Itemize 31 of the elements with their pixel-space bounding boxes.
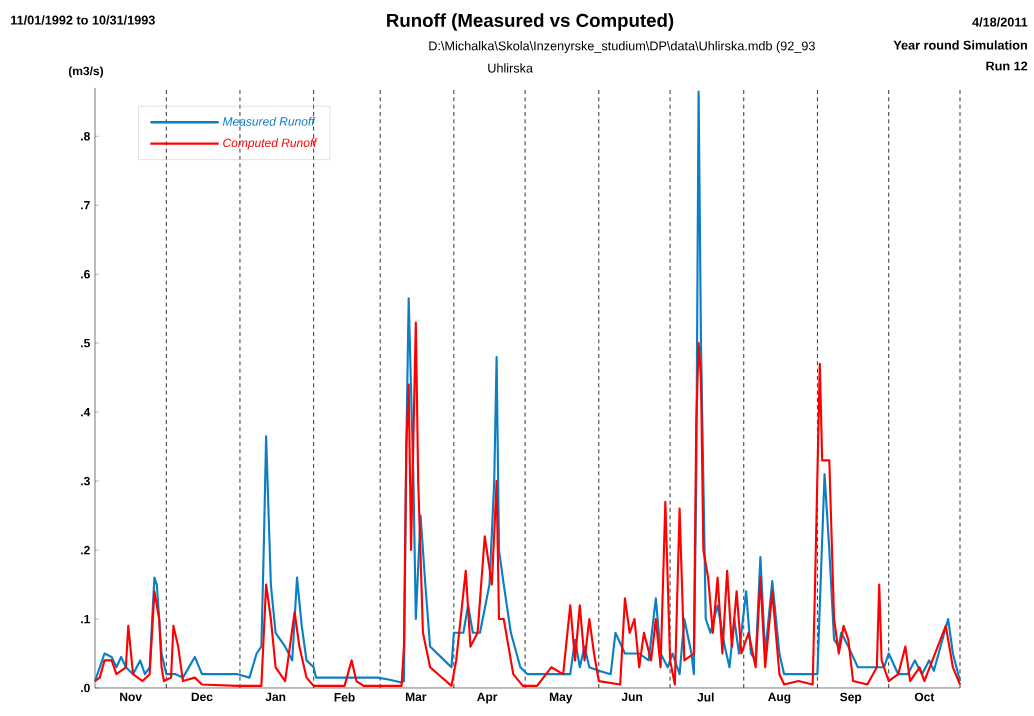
text: Run 12 (986, 61, 1028, 71)
x-tick-label: Jan (265, 692, 286, 702)
x-tick-label: Oct (914, 692, 935, 702)
x-tick-label: May (549, 692, 573, 704)
x-tick-label: Apr (477, 692, 498, 704)
text: 4/18/2011 (972, 17, 1028, 27)
text: 11/01/1992 to 10/31/1993 (11, 15, 155, 25)
x-tick-label: Feb (334, 692, 355, 702)
y-tick-label: .8 (81, 132, 90, 141)
y-tick-label: .7 (81, 201, 90, 210)
y-tick-label: .6 (81, 269, 90, 279)
x-tick-label: Nov (120, 692, 142, 702)
y-tick-label: .0 (81, 683, 90, 693)
text: Uhlirska (488, 63, 534, 73)
y-axis-title: (m3/s) (68, 66, 104, 78)
y-tick-label: .1 (81, 614, 90, 624)
y-tick-label: .4 (81, 407, 91, 417)
chart-subtitle: D:\Michalka\Skola\Inzenyrske_studium\DP\data\Uhlirska.mdb (92_93 (429, 41, 815, 53)
y-tick-label: .2 (81, 545, 90, 555)
x-tick-label: Dec (191, 692, 213, 702)
y-tick-label: .5 (81, 338, 90, 348)
text: Computed Runoff (223, 138, 318, 150)
x-tick-label: Sep (840, 692, 862, 704)
x-tick-label: Mar (405, 692, 427, 702)
x-tick-label: Aug (768, 692, 791, 704)
x-tick-label: Jun (621, 692, 642, 702)
chart-title: Runoff (Measured vs Computed) (387, 13, 674, 31)
text: Year round Simulation (893, 40, 1027, 50)
y-tick-label: .3 (81, 476, 90, 486)
x-tick-label: Jul (697, 692, 714, 702)
text: Measured Runoff (222, 116, 316, 126)
